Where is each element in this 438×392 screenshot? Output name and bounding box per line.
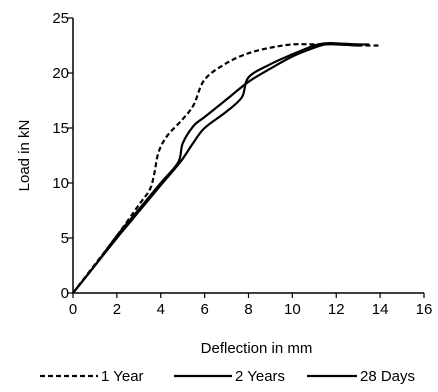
axes bbox=[72, 18, 424, 294]
x-tick-label: 6 bbox=[200, 301, 208, 318]
y-tick-label: 25 bbox=[52, 10, 69, 27]
series-line-28-days bbox=[72, 43, 359, 294]
legend-label: 1 Year bbox=[101, 368, 144, 385]
y-tick-label: 5 bbox=[61, 230, 69, 247]
x-axis-title: Deflection in mm bbox=[201, 340, 313, 357]
y-ticks: 0 5 10 15 20 25 bbox=[52, 10, 73, 302]
x-tick-label: 10 bbox=[284, 301, 301, 318]
y-axis-title: Load in kN bbox=[16, 120, 33, 192]
series-lines bbox=[72, 41, 381, 294]
y-tick-label: 10 bbox=[52, 175, 69, 192]
y-tick-label: 20 bbox=[52, 65, 69, 82]
series-line-1-year bbox=[72, 43, 381, 294]
x-tick-label: 4 bbox=[157, 301, 165, 318]
y-tick-label: 0 bbox=[61, 285, 69, 302]
legend: 1 Year 2 Years 28 Days bbox=[40, 368, 415, 385]
x-tick-label: 12 bbox=[328, 301, 345, 318]
series-line-2-years bbox=[72, 41, 370, 294]
y-tick-label: 15 bbox=[52, 120, 69, 137]
legend-label: 28 Days bbox=[360, 368, 415, 385]
x-tick-label: 2 bbox=[113, 301, 121, 318]
x-tick-label: 16 bbox=[416, 301, 433, 318]
x-ticks: 0 2 4 6 8 10 12 14 16 bbox=[69, 293, 433, 318]
x-tick-label: 8 bbox=[244, 301, 252, 318]
legend-label: 2 Years bbox=[235, 368, 285, 385]
x-tick-label: 14 bbox=[372, 301, 389, 318]
x-tick-label: 0 bbox=[69, 301, 77, 318]
